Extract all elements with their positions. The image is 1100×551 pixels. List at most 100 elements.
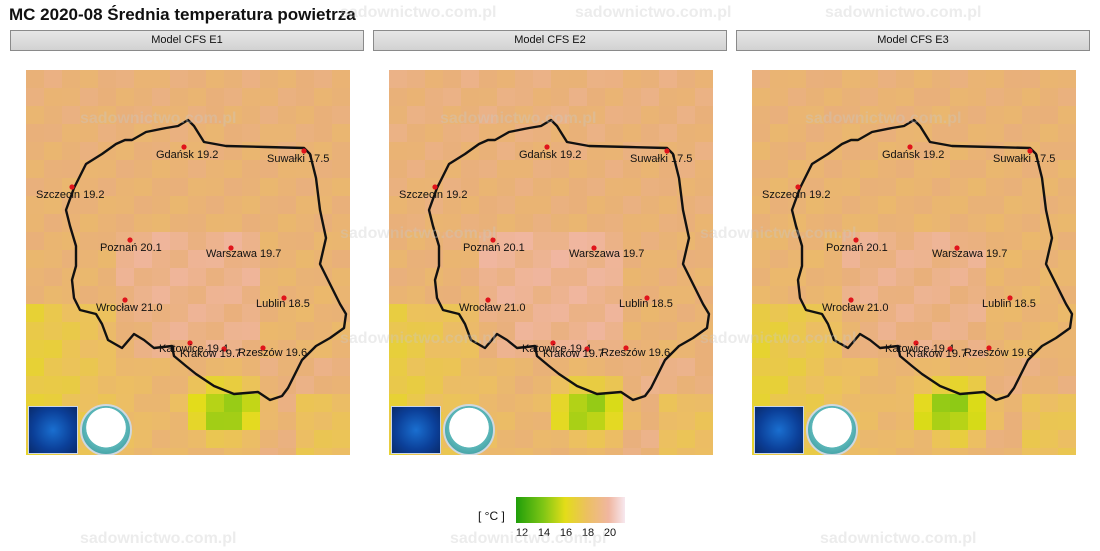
grid-cell bbox=[188, 232, 206, 250]
grid-cell bbox=[152, 250, 170, 268]
grid-cell bbox=[80, 448, 98, 455]
legend-color-bar bbox=[516, 497, 625, 523]
grid-cell bbox=[695, 232, 713, 250]
grid-cell bbox=[278, 124, 296, 142]
grid-cell bbox=[389, 124, 407, 142]
grid-cell bbox=[98, 340, 116, 358]
city-label: Warszawa 19.7 bbox=[206, 248, 281, 260]
grid-cell bbox=[770, 304, 788, 322]
grid-cell bbox=[242, 160, 260, 178]
grid-cell bbox=[407, 376, 425, 394]
legend-tick: 18 bbox=[581, 527, 595, 539]
grid-cell bbox=[314, 376, 332, 394]
panel-header-e3[interactable]: Model CFS E3 bbox=[736, 30, 1090, 51]
grid-cell bbox=[1022, 430, 1040, 448]
grid-cell bbox=[878, 196, 896, 214]
grid-cell bbox=[206, 430, 224, 448]
panel-header-e1[interactable]: Model CFS E1 bbox=[10, 30, 364, 51]
grid-cell bbox=[695, 250, 713, 268]
grid-cell bbox=[515, 178, 533, 196]
grid-cell bbox=[896, 430, 914, 448]
grid-cell bbox=[152, 304, 170, 322]
grid-cell bbox=[332, 160, 350, 178]
grid-cell bbox=[605, 124, 623, 142]
grid-cell bbox=[134, 70, 152, 88]
panel-header-e2[interactable]: Model CFS E2 bbox=[373, 30, 727, 51]
grid-cell bbox=[605, 268, 623, 286]
grid-cell bbox=[1058, 106, 1076, 124]
grid-cell bbox=[659, 178, 677, 196]
grid-cell bbox=[569, 232, 587, 250]
grid-cell bbox=[80, 340, 98, 358]
grid-cell bbox=[296, 88, 314, 106]
grid-cell bbox=[278, 196, 296, 214]
grid-cell bbox=[659, 430, 677, 448]
grid-cell bbox=[98, 214, 116, 232]
grid-cell bbox=[824, 70, 842, 88]
grid-cell bbox=[770, 286, 788, 304]
grid-cell bbox=[1058, 88, 1076, 106]
grid-cell bbox=[260, 304, 278, 322]
grid-cell bbox=[551, 340, 569, 358]
grid-cell bbox=[806, 88, 824, 106]
grid-cell bbox=[788, 106, 806, 124]
grid-cell bbox=[224, 322, 242, 340]
grid-cell bbox=[278, 340, 296, 358]
grid-cell bbox=[407, 232, 425, 250]
grid-cell bbox=[134, 178, 152, 196]
grid-cell bbox=[896, 88, 914, 106]
grid-cell bbox=[914, 394, 932, 412]
grid-cell bbox=[332, 376, 350, 394]
grid-cell bbox=[1040, 394, 1058, 412]
grid-cell bbox=[968, 448, 986, 455]
grid-cell bbox=[188, 448, 206, 455]
grid-cell bbox=[878, 70, 896, 88]
grid-cell bbox=[98, 358, 116, 376]
grid-cell bbox=[206, 376, 224, 394]
grid-cell bbox=[1040, 196, 1058, 214]
grid-cell bbox=[116, 214, 134, 232]
city-label: Wrocław 21.0 bbox=[96, 302, 162, 314]
grid-cell bbox=[677, 232, 695, 250]
grid-cell bbox=[806, 196, 824, 214]
temperature-grid-map: Gdańsk 19.2 Suwałki 17.5 Szczecin 19.2 Pozn… bbox=[389, 70, 713, 455]
grid-cell bbox=[986, 304, 1004, 322]
grid-cell bbox=[389, 268, 407, 286]
grid-cell bbox=[605, 106, 623, 124]
grid-cell bbox=[152, 412, 170, 430]
grid-cell bbox=[605, 160, 623, 178]
grid-cell bbox=[170, 286, 188, 304]
grid-cell bbox=[80, 88, 98, 106]
grid-cell bbox=[206, 358, 224, 376]
grid-cell bbox=[695, 412, 713, 430]
grid-cell bbox=[26, 232, 44, 250]
grid-cell bbox=[968, 322, 986, 340]
city-marker bbox=[281, 295, 287, 301]
grid-cell bbox=[1040, 412, 1058, 430]
grid-cell bbox=[950, 88, 968, 106]
grid-cell bbox=[515, 394, 533, 412]
grid-cell bbox=[278, 268, 296, 286]
grid-cell bbox=[623, 70, 641, 88]
grid-cell bbox=[986, 376, 1004, 394]
watermark: sadownictwo.com.pl bbox=[340, 4, 497, 21]
grid-cell bbox=[497, 304, 515, 322]
grid-cell bbox=[206, 304, 224, 322]
grid-cell bbox=[242, 412, 260, 430]
grid-cell bbox=[260, 394, 278, 412]
grid-cell bbox=[1058, 70, 1076, 88]
city-marker bbox=[913, 340, 919, 346]
grid-cell bbox=[605, 394, 623, 412]
grid-cell bbox=[878, 88, 896, 106]
grid-cell bbox=[461, 124, 479, 142]
grid-cell bbox=[641, 214, 659, 232]
grid-cell bbox=[461, 232, 479, 250]
grid-cell bbox=[860, 358, 878, 376]
map-panel-e3: Gdańsk 19.2 Suwałki 17.5 Szczecin 19.2 Pozn… bbox=[752, 70, 1076, 455]
grid-cell bbox=[152, 232, 170, 250]
grid-cell bbox=[914, 322, 932, 340]
grid-cell bbox=[314, 196, 332, 214]
grid-cell bbox=[896, 448, 914, 455]
grid-cell bbox=[1022, 304, 1040, 322]
grid-cell bbox=[443, 142, 461, 160]
